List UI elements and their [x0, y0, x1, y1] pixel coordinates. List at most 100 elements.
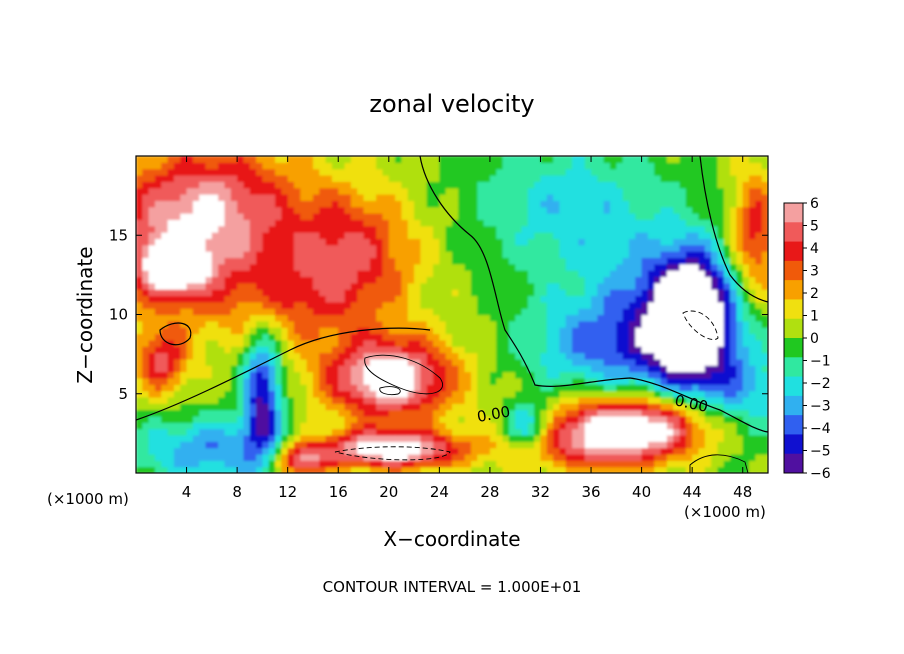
heatmap-cell — [237, 358, 245, 366]
heatmap-cell — [382, 441, 390, 449]
heatmap-cell — [502, 282, 510, 290]
heatmap-cell — [395, 358, 403, 366]
heatmap-cell — [654, 358, 662, 366]
heatmap-cell — [325, 352, 333, 360]
heatmap-cell — [660, 156, 668, 163]
heatmap-cell — [622, 282, 630, 290]
heatmap-cell — [262, 466, 270, 473]
heatmap-cell — [369, 308, 377, 316]
heatmap-cell — [673, 422, 681, 430]
heatmap-cell — [192, 466, 200, 473]
heatmap-cell — [319, 206, 327, 214]
heatmap-cell — [325, 384, 333, 392]
heatmap-cell — [755, 352, 763, 360]
heatmap-cell — [546, 409, 554, 417]
heatmap-cell — [300, 295, 308, 303]
heatmap-cell — [496, 301, 504, 309]
heatmap-cell — [344, 289, 352, 297]
heatmap-cell — [312, 327, 320, 335]
heatmap-cell — [635, 428, 643, 436]
heatmap-cell — [218, 384, 226, 392]
heatmap-cell — [287, 460, 295, 468]
heatmap-cell — [294, 377, 301, 385]
heatmap-cell — [148, 295, 156, 303]
heatmap-cell — [154, 175, 162, 182]
heatmap-cell — [319, 428, 327, 436]
heatmap-cell — [199, 390, 207, 398]
heatmap-cell — [470, 327, 478, 335]
heatmap-cell — [591, 276, 598, 284]
heatmap-cell — [666, 327, 674, 335]
heatmap-cell — [584, 187, 592, 195]
heatmap-cell — [730, 225, 737, 233]
heatmap-cell — [755, 422, 763, 430]
heatmap-cell — [268, 219, 276, 227]
heatmap-cell — [445, 175, 453, 182]
heatmap-cell — [489, 434, 497, 442]
heatmap-cell — [224, 194, 232, 201]
heatmap-cell — [502, 175, 510, 182]
heatmap-cell — [262, 422, 270, 430]
heatmap-cell — [407, 453, 415, 461]
heatmap-cell — [641, 156, 649, 163]
heatmap-cell — [477, 409, 485, 417]
heatmap-cell — [249, 289, 257, 297]
heatmap-cell — [749, 333, 756, 341]
heatmap-cell — [224, 301, 232, 309]
heatmap-cell — [186, 339, 194, 347]
heatmap-cell — [344, 409, 352, 417]
heatmap-cell — [685, 365, 693, 373]
heatmap-cell — [679, 409, 687, 417]
heatmap-cell — [237, 213, 245, 220]
heatmap-cell — [300, 390, 308, 398]
heatmap-cell — [224, 365, 232, 373]
heatmap-cell — [230, 156, 238, 163]
heatmap-cell — [407, 320, 415, 328]
heatmap-cell — [281, 156, 289, 163]
heatmap-cell — [704, 327, 712, 335]
heatmap-cell — [616, 339, 624, 347]
heatmap-cell — [312, 320, 320, 328]
heatmap-cell — [395, 289, 403, 297]
heatmap-cell — [508, 403, 516, 411]
heatmap-cell — [464, 270, 472, 278]
heatmap-cell — [622, 339, 630, 347]
heatmap-cell — [591, 200, 598, 208]
heatmap-cell — [458, 238, 466, 246]
heatmap-cell — [180, 365, 188, 373]
heatmap-cell — [294, 365, 301, 373]
heatmap-cell — [167, 371, 175, 379]
heatmap-cell — [597, 168, 605, 176]
heatmap-cell — [755, 232, 763, 240]
heatmap-cell — [470, 460, 478, 468]
heatmap-cell — [591, 225, 598, 233]
heatmap-cell — [483, 320, 491, 328]
heatmap-cell — [641, 371, 649, 379]
heatmap-cell — [344, 232, 352, 240]
heatmap-cell — [344, 194, 352, 201]
heatmap-cell — [578, 200, 586, 208]
heatmap-cell — [205, 194, 213, 201]
heatmap-cell — [382, 187, 390, 195]
heatmap-cell — [698, 390, 706, 398]
heatmap-cell — [565, 219, 573, 227]
heatmap-cell — [148, 162, 156, 170]
heatmap-cell — [445, 295, 453, 303]
heatmap-cell — [154, 276, 162, 284]
heatmap-cell — [237, 339, 245, 347]
heatmap-cell — [515, 156, 523, 163]
heatmap-cell — [496, 396, 504, 404]
heatmap-cell — [331, 238, 339, 246]
heatmap-cell — [628, 384, 636, 392]
heatmap-cell — [749, 466, 756, 473]
heatmap-cell — [294, 447, 301, 455]
heatmap-cell — [211, 276, 219, 284]
heatmap-cell — [142, 441, 150, 449]
heatmap-cell — [414, 156, 421, 163]
heatmap-cell — [464, 377, 472, 385]
heatmap-cell — [350, 244, 358, 252]
heatmap-cell — [433, 365, 440, 373]
heatmap-cell — [249, 225, 257, 233]
heatmap-cell — [591, 339, 598, 347]
heatmap-cell — [433, 377, 440, 385]
